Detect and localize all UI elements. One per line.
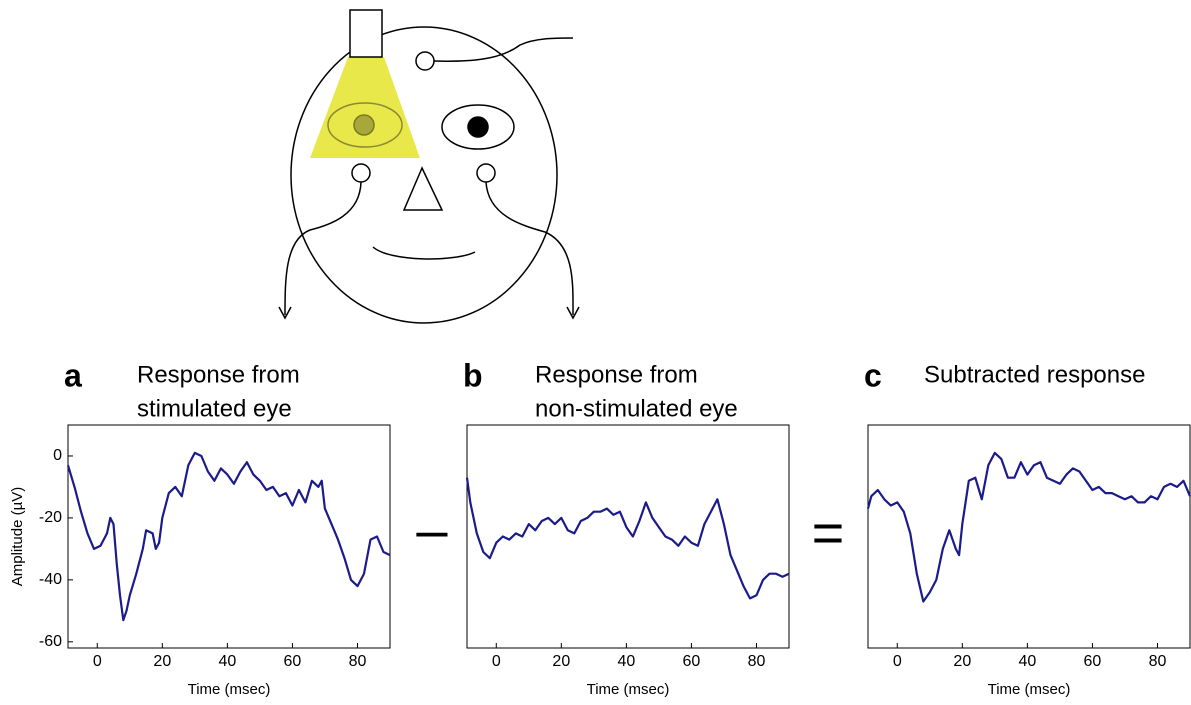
right-pupil [468,117,488,137]
response-line [868,453,1190,602]
x-tick-label: 40 [218,653,236,670]
panel-label: b [463,357,483,393]
plot-frame [868,425,1190,648]
panel-title: Subtracted response [924,361,1145,388]
response-line [467,478,789,599]
plot-frame [68,425,390,648]
y-tick-label: -40 [39,571,62,588]
face-diagram [279,10,579,323]
electrode [352,164,370,182]
x-tick-label: 20 [552,653,570,670]
left-pupil [354,115,374,135]
x-tick-label: 20 [153,653,171,670]
x-tick-label: 60 [1084,653,1102,670]
electrode [416,52,434,70]
head [291,27,557,323]
x-tick-label: 80 [1149,653,1167,670]
x-tick-label: 80 [349,653,367,670]
panel-label: c [864,357,882,393]
x-axis-label: Time (msec) [188,681,271,698]
x-tick-label: 20 [953,653,971,670]
panel-title: non-stimulated eye [535,395,738,422]
panel-title: Response from [535,361,698,388]
x-tick-label: 40 [1018,653,1036,670]
minus-operator: – [416,498,448,561]
x-tick-label: 60 [683,653,701,670]
x-tick-label: 0 [492,653,501,670]
x-tick-label: 0 [93,653,102,670]
y-tick-label: 0 [53,447,62,464]
light-source [350,10,382,57]
x-tick-label: 80 [748,653,766,670]
page: – = a Response from stimulated eye 0 20 40 60 8… [0,0,1191,705]
panel-title: Response from [137,361,300,388]
x-tick-label: 40 [617,653,635,670]
panel-label: a [64,357,82,393]
plot-frame [467,425,789,648]
figure: – = a Response from stimulated eye 0 20 40 60 8… [0,0,1191,705]
x-tick-label: 0 [893,653,902,670]
response-line [68,453,390,620]
x-axis-label: Time (msec) [587,681,670,698]
equals-operator: = [812,501,845,564]
x-axis-label: Time (msec) [988,681,1071,698]
y-tick-label: -60 [39,633,62,650]
panel-title: stimulated eye [137,395,292,422]
y-tick-label: -20 [39,509,62,526]
y-axis-label: Amplitude (µV) [9,487,26,587]
x-tick-label: 60 [284,653,302,670]
electrode [477,164,495,182]
